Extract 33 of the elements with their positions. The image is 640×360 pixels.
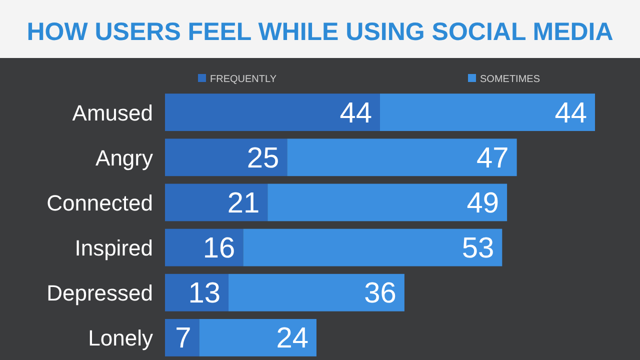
legend-label: SOMETIMES xyxy=(480,74,540,85)
bar xyxy=(165,228,244,266)
data-label: 24 xyxy=(276,322,308,355)
data-label: 7 xyxy=(175,322,192,355)
legend-label: FREQUENTLY xyxy=(210,74,277,85)
bar xyxy=(228,274,404,312)
chart-title: HOW USERS FEEL WHILE USING SOCIAL MEDIA xyxy=(26,18,614,46)
y-tick-label: Depressed xyxy=(46,280,153,306)
y-tick-label: Connected xyxy=(46,190,153,216)
data-label: 49 xyxy=(466,187,500,220)
bar xyxy=(165,318,200,356)
data-label: 25 xyxy=(246,142,280,174)
bar xyxy=(287,138,517,176)
bar xyxy=(243,228,502,266)
data-label: 44 xyxy=(340,97,372,130)
bar xyxy=(165,274,229,312)
data-label: 16 xyxy=(202,232,236,265)
bar xyxy=(165,184,268,222)
bar xyxy=(165,138,288,176)
bar xyxy=(199,318,316,356)
bar xyxy=(165,94,380,132)
data-label: 36 xyxy=(364,278,396,310)
data-label: 53 xyxy=(462,232,494,265)
data-label: 44 xyxy=(554,97,587,130)
bar xyxy=(380,94,595,132)
y-tick-label: Amused xyxy=(72,100,153,126)
y-tick-label: Lonely xyxy=(88,326,153,351)
y-tick-label: Inspired xyxy=(74,236,153,261)
bar xyxy=(268,184,508,222)
data-label: 47 xyxy=(476,142,509,174)
data-label: 21 xyxy=(227,187,260,220)
y-tick-label: Angry xyxy=(96,145,153,170)
data-label: 13 xyxy=(188,278,221,310)
